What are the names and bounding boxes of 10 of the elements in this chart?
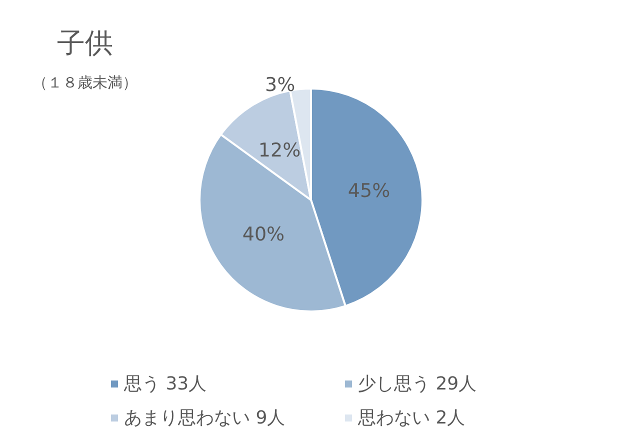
chart-subtitle: （１８歳未満）	[32, 74, 138, 92]
chart-title: 子供	[57, 26, 113, 60]
data-label: 45%	[348, 180, 390, 202]
legend-label: 思う 33人	[123, 374, 207, 394]
legend-label: あまり思わない 9人	[124, 408, 286, 428]
data-label: 3%	[264, 74, 296, 96]
legend-label: 少し思う 29人	[358, 374, 477, 394]
legend-label: 思わない 2人	[357, 408, 466, 428]
data-label: 12%	[258, 139, 301, 162]
data-label: 40%	[242, 224, 285, 246]
